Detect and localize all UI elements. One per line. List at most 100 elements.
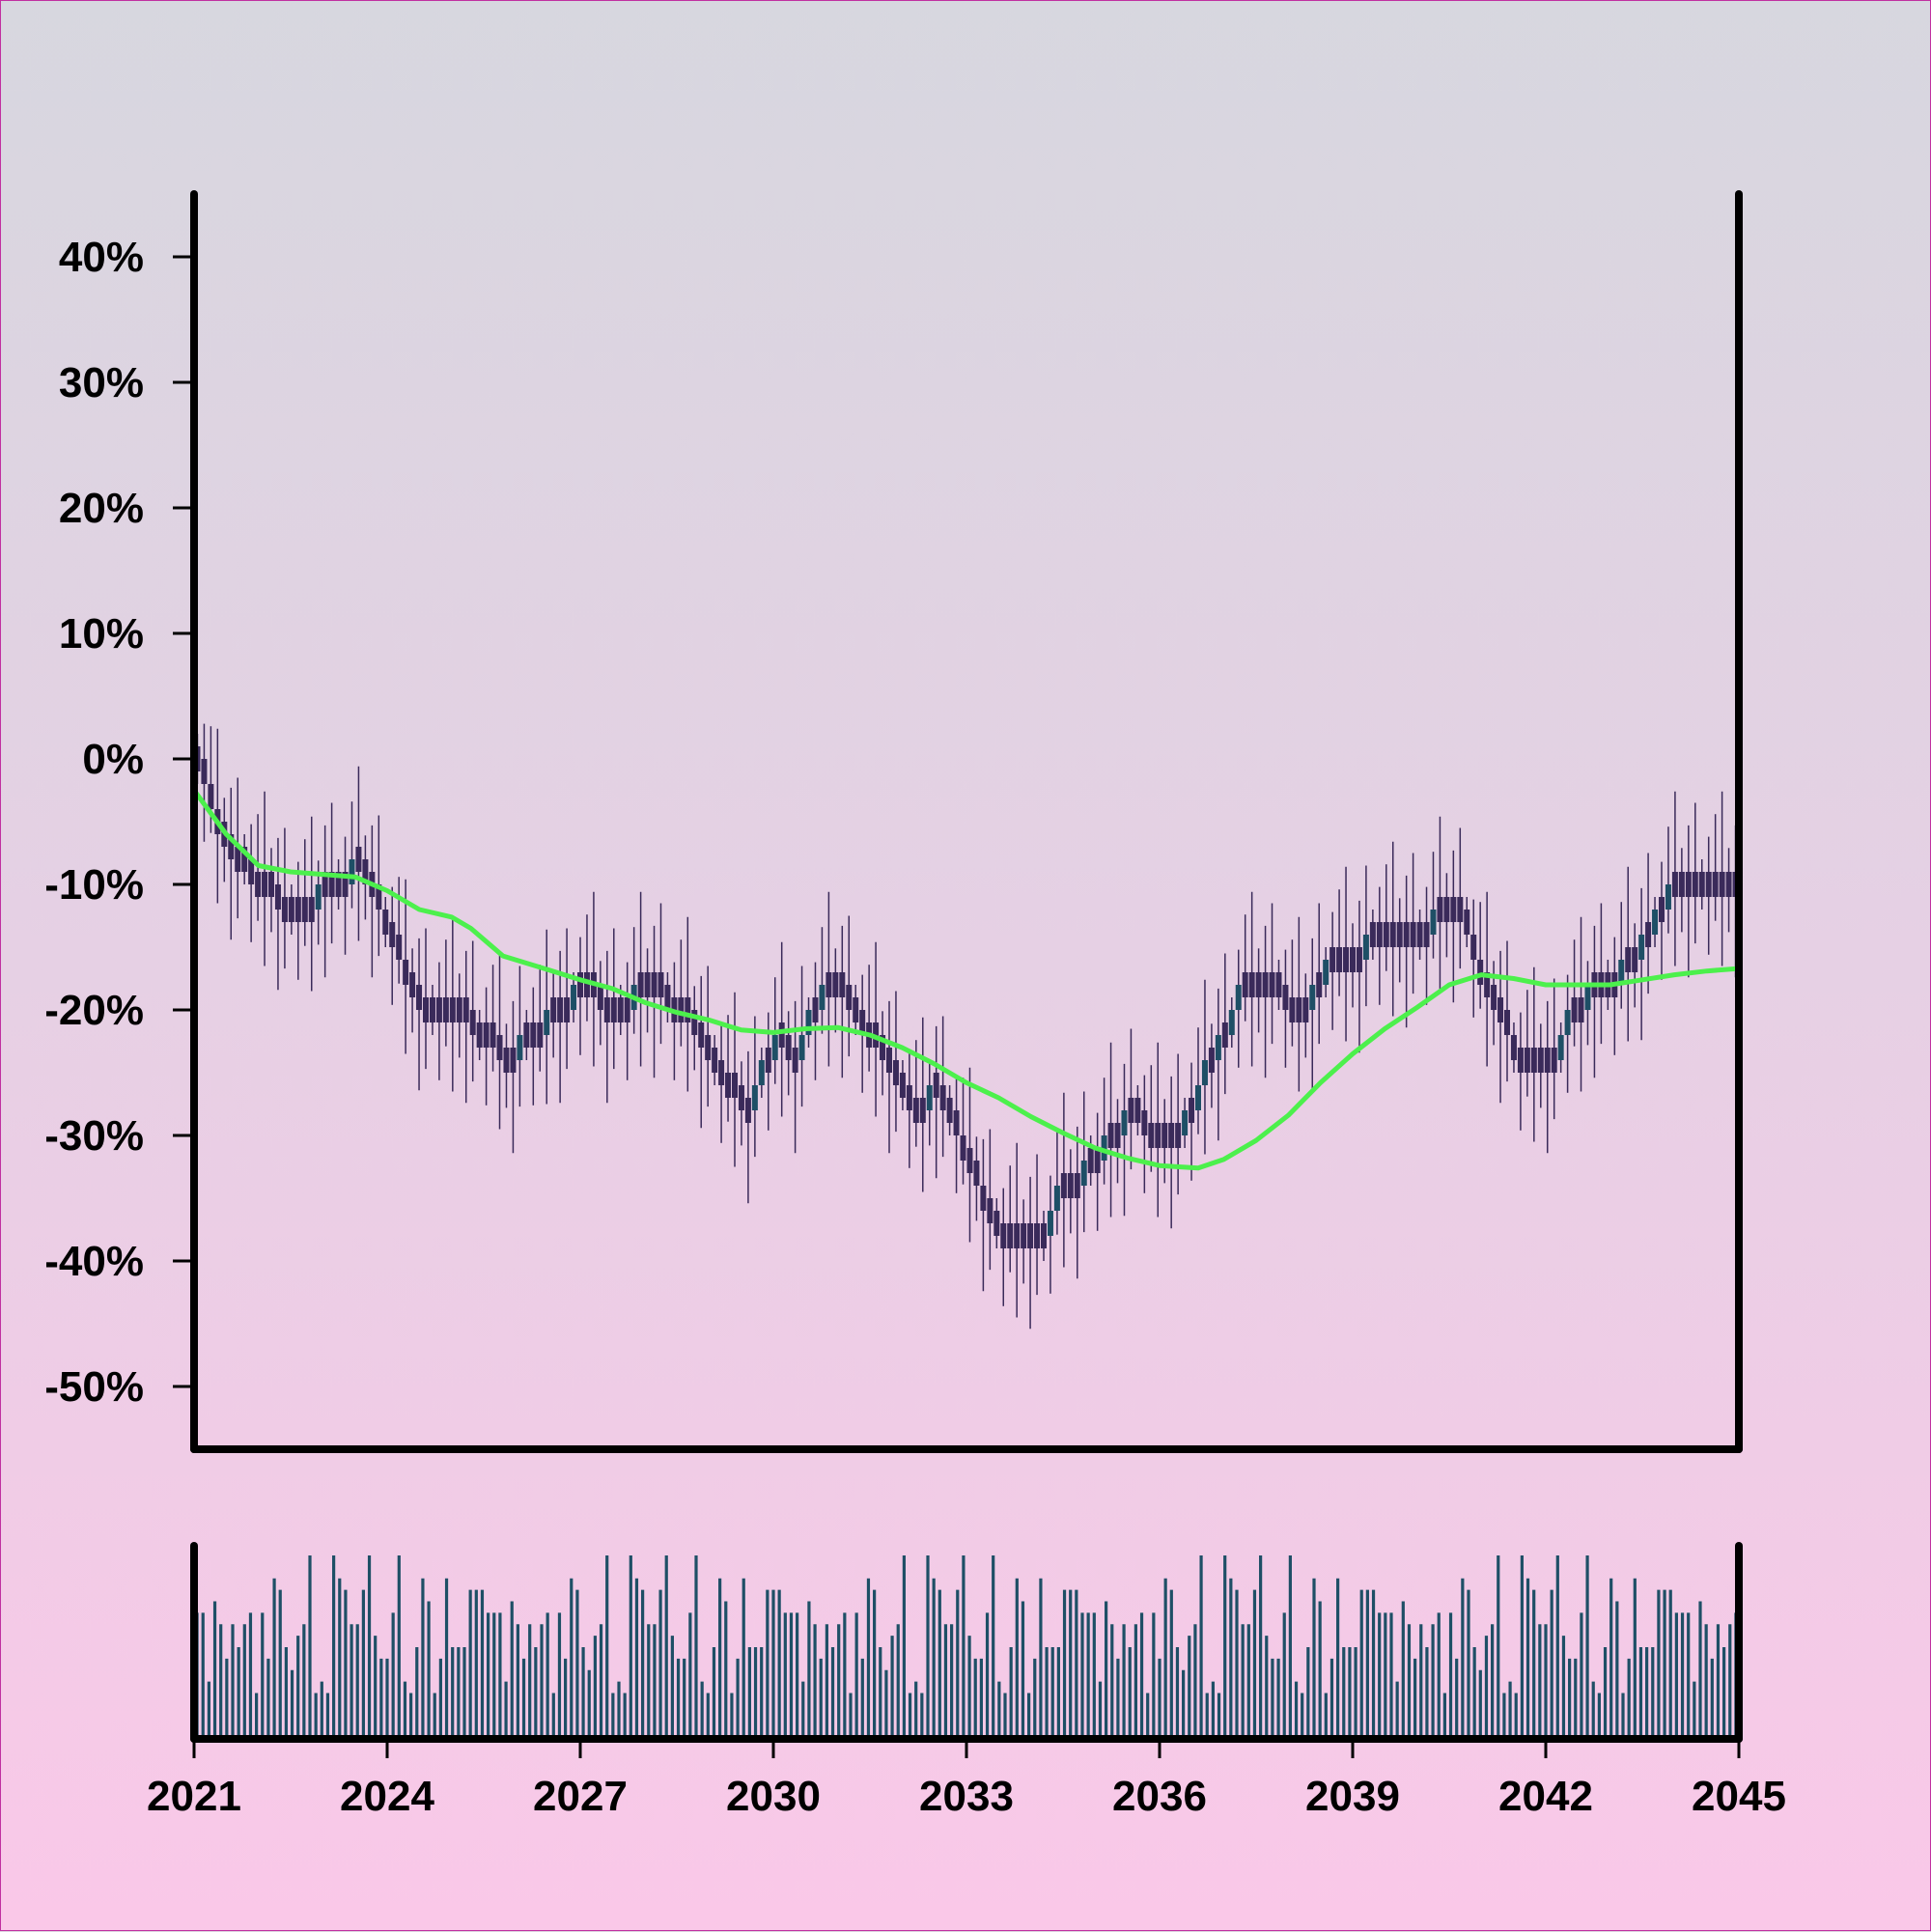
volume-bar — [355, 1624, 359, 1739]
volume-bar — [397, 1555, 401, 1739]
volume-bar — [403, 1681, 407, 1739]
volume-bar — [623, 1693, 627, 1739]
volume-bar — [290, 1669, 294, 1739]
volume-bar — [1205, 1693, 1209, 1739]
volume-bar — [1033, 1658, 1037, 1739]
volume-bar — [837, 1624, 841, 1739]
candle-body — [1175, 1123, 1182, 1148]
candle-body — [624, 997, 630, 1022]
volume-bar — [438, 1658, 442, 1739]
candle-body — [241, 847, 248, 872]
x-axis-ticks: 2021 2024 2027 2030 2033 2036 2039 2042 2045 — [147, 1739, 1786, 1820]
candle-body — [617, 997, 624, 1022]
volume-bar — [641, 1589, 645, 1739]
y-tick-label: 10% — [59, 610, 144, 658]
volume-bar — [534, 1647, 538, 1739]
candle-body — [530, 1022, 537, 1048]
candle-body — [503, 1048, 510, 1073]
candle-body — [1530, 1048, 1537, 1073]
candle-body — [933, 1073, 939, 1098]
volume-bar — [1638, 1647, 1643, 1739]
candle-body — [281, 897, 288, 922]
volume-bar — [985, 1612, 990, 1739]
volume-bar — [730, 1693, 734, 1739]
volume-bar — [1062, 1589, 1067, 1739]
volume-bar — [653, 1624, 657, 1739]
volume-bar — [629, 1555, 632, 1739]
candle-body — [429, 997, 435, 1022]
candle-body — [1289, 997, 1296, 1022]
candle-body — [778, 1022, 785, 1048]
volume-bar — [320, 1681, 323, 1739]
volume-bar — [409, 1693, 413, 1739]
volume-bar — [1401, 1601, 1405, 1739]
volume-bar — [997, 1681, 1001, 1739]
candle-body — [839, 972, 846, 997]
volume-bar — [1276, 1658, 1280, 1739]
candle-body — [544, 1010, 550, 1035]
candle-body — [255, 872, 262, 897]
volume-bar — [1021, 1601, 1025, 1739]
volume-bar — [884, 1669, 888, 1739]
candle-body — [510, 1048, 517, 1073]
candle-body — [382, 910, 389, 935]
volume-bar — [1342, 1647, 1346, 1739]
candle-body — [496, 1035, 503, 1060]
volume-bar — [379, 1658, 383, 1739]
volume-bar — [1105, 1601, 1108, 1739]
volume-bar — [391, 1612, 395, 1739]
candle-body — [274, 884, 281, 910]
candle-body — [1000, 1223, 1007, 1248]
volume-bar — [1710, 1658, 1714, 1739]
candle-body — [1705, 872, 1712, 897]
volume-bar — [1133, 1624, 1137, 1739]
candle-body — [1215, 1035, 1221, 1060]
candle-body — [564, 997, 571, 1022]
volume-bar — [599, 1624, 603, 1739]
volume-bar — [242, 1624, 246, 1739]
candle-body — [738, 1085, 744, 1110]
volume-bar — [1668, 1589, 1672, 1739]
moving-average-layer — [191, 789, 1740, 1171]
volume-bar — [1098, 1681, 1103, 1739]
candle-body — [409, 972, 416, 997]
candle-body — [1638, 935, 1645, 960]
volume-bar — [1461, 1578, 1465, 1739]
candle-body — [1350, 947, 1356, 972]
candle-body — [1645, 922, 1652, 947]
volume-bar — [950, 1624, 954, 1739]
volume-bar — [266, 1658, 270, 1739]
volume-bar — [338, 1578, 342, 1739]
volume-bar — [1651, 1647, 1655, 1739]
volume-bar — [1211, 1681, 1215, 1739]
volume-bar — [1520, 1555, 1524, 1739]
volume-bar — [700, 1681, 704, 1739]
volume-bar — [902, 1555, 906, 1739]
volume-bar — [1538, 1624, 1542, 1739]
volume-bar — [670, 1636, 674, 1739]
volume-bar — [1591, 1681, 1595, 1739]
candle-body — [973, 1161, 980, 1186]
candle-body — [1416, 922, 1423, 947]
candle-body — [812, 997, 819, 1022]
volume-bar — [992, 1555, 995, 1739]
volume-bar — [1657, 1589, 1661, 1739]
candle-body — [1189, 1098, 1195, 1123]
volume-bar — [1603, 1647, 1608, 1739]
candle-body — [826, 972, 832, 997]
volume-bar — [1663, 1589, 1666, 1739]
volume-bar — [1455, 1658, 1459, 1739]
volume-bar — [557, 1612, 562, 1739]
volume-bar — [1384, 1612, 1387, 1739]
volume-bar — [830, 1647, 835, 1739]
x-tick-label: 2027 — [533, 1773, 628, 1820]
volume-bar — [570, 1578, 574, 1739]
volume-bar — [1478, 1669, 1482, 1739]
candle-body — [1510, 1035, 1517, 1060]
volume-bar — [1544, 1624, 1548, 1739]
volume-bars — [195, 1555, 1738, 1739]
candle-body — [403, 960, 409, 985]
volume-bar — [516, 1624, 519, 1739]
candle-body — [1544, 1048, 1551, 1073]
candle-body — [1041, 1223, 1047, 1248]
